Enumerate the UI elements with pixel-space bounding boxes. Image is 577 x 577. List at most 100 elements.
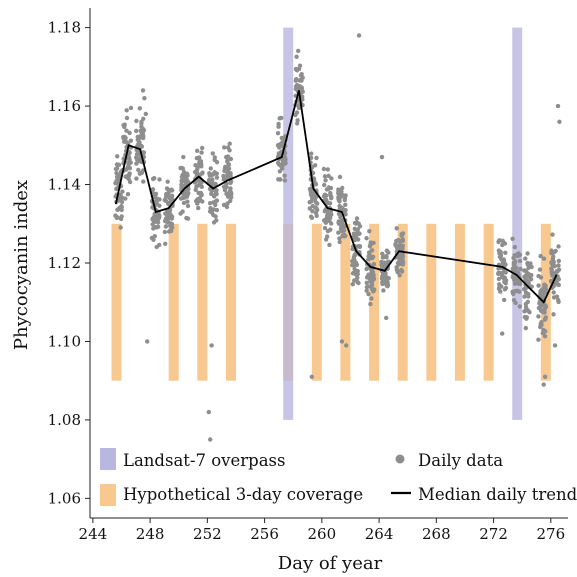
daily-data-point <box>309 192 315 197</box>
daily-data-point <box>198 180 203 186</box>
daily-data-point <box>298 73 304 78</box>
daily-data-point <box>211 171 217 177</box>
daily-data-point <box>496 270 501 276</box>
daily-data-point <box>134 157 140 162</box>
daily-data-point <box>136 167 141 173</box>
daily-data-point <box>165 187 171 192</box>
daily-data-point <box>114 162 120 167</box>
daily-data-point <box>527 310 532 315</box>
daily-data-point <box>364 280 369 285</box>
daily-data-outlier <box>142 96 147 101</box>
y-tick-label: 1.16 <box>48 97 81 115</box>
plot-area <box>111 27 562 442</box>
daily-data-outlier <box>557 119 562 125</box>
x-tick-label: 244 <box>79 525 108 543</box>
daily-data-point <box>279 135 284 141</box>
daily-data-point <box>386 276 391 281</box>
daily-data-point <box>157 177 162 182</box>
daily-data-point <box>213 191 219 196</box>
x-tick-label: 256 <box>250 525 279 543</box>
daily-data-point <box>153 193 158 198</box>
y-tick-label: 1.12 <box>48 254 81 272</box>
coverage-band <box>483 223 494 381</box>
y-axis-title: Phycocyanin index <box>11 180 32 350</box>
daily-data-point <box>225 145 231 150</box>
daily-data-point <box>163 211 168 216</box>
daily-data-point <box>228 156 234 162</box>
daily-data-point <box>134 152 140 157</box>
daily-data-point <box>115 154 120 159</box>
daily-data-point <box>123 196 128 201</box>
daily-data-point <box>513 259 518 264</box>
x-ticks: 244 248 252 256 260 264 268 272 276 <box>79 518 566 543</box>
daily-data-point <box>313 200 319 205</box>
daily-data-point <box>551 254 556 259</box>
daily-data-outlier <box>145 339 150 344</box>
daily-data-point <box>276 177 281 182</box>
daily-data-point <box>214 160 220 165</box>
daily-data-outlier <box>356 33 362 38</box>
daily-data-point <box>543 289 548 295</box>
daily-data-point <box>327 201 333 206</box>
daily-data-point <box>543 305 549 310</box>
daily-data-point <box>355 271 360 277</box>
daily-data-point <box>208 166 213 171</box>
daily-data-point <box>224 204 230 210</box>
daily-data-point <box>307 200 312 205</box>
daily-data-point <box>384 254 389 259</box>
daily-data-point <box>352 278 357 283</box>
daily-data-point <box>162 229 168 235</box>
daily-data-point <box>556 258 561 264</box>
daily-data-point <box>279 163 285 169</box>
daily-data-point <box>549 267 554 272</box>
daily-data-point <box>329 221 334 226</box>
daily-data-point <box>399 233 404 238</box>
landsat-overpass-band <box>283 27 294 420</box>
daily-data-point <box>327 242 332 248</box>
daily-data-point <box>543 315 548 320</box>
daily-data-point <box>380 278 386 283</box>
daily-data-point <box>369 248 375 253</box>
daily-data-point <box>134 176 139 181</box>
daily-data-point <box>323 237 329 242</box>
daily-data-point <box>168 212 173 217</box>
daily-data-point <box>352 234 357 239</box>
daily-data-point <box>169 188 175 193</box>
daily-data-point <box>529 264 534 270</box>
daily-data-point <box>385 259 390 265</box>
daily-data-outlier <box>500 331 505 336</box>
daily-data-point <box>139 124 144 129</box>
daily-data-point <box>367 229 372 234</box>
daily-data-point <box>154 244 159 250</box>
daily-data-point <box>551 295 557 300</box>
daily-data-point <box>294 54 299 59</box>
daily-data-point <box>529 272 534 278</box>
x-tick-label: 276 <box>537 525 566 543</box>
daily-data-point <box>502 287 508 292</box>
daily-data-point <box>503 281 508 286</box>
daily-data-point <box>207 173 213 178</box>
daily-data-point <box>134 128 139 134</box>
daily-data-point <box>127 150 132 156</box>
daily-data-point <box>550 232 555 237</box>
daily-data-point <box>122 122 127 127</box>
daily-data-point <box>197 160 202 165</box>
daily-data-point <box>552 264 557 269</box>
daily-data-point <box>222 168 227 174</box>
daily-data-point <box>315 207 320 213</box>
daily-data-point <box>309 151 314 156</box>
daily-data-point <box>207 201 213 206</box>
x-tick-label: 264 <box>365 525 394 543</box>
daily-data-point <box>193 163 198 168</box>
legend-label-hypothetical-coverage: Hypothetical 3-day coverage <box>123 485 363 504</box>
daily-data-point <box>325 187 331 192</box>
daily-data-point <box>512 253 517 258</box>
daily-data-point <box>371 289 376 294</box>
daily-data-point <box>339 217 345 223</box>
daily-data-point <box>180 195 185 201</box>
daily-data-point <box>365 284 371 289</box>
daily-data-outlier <box>542 374 548 379</box>
daily-data-outlier <box>344 343 349 348</box>
daily-data-point <box>165 192 171 197</box>
